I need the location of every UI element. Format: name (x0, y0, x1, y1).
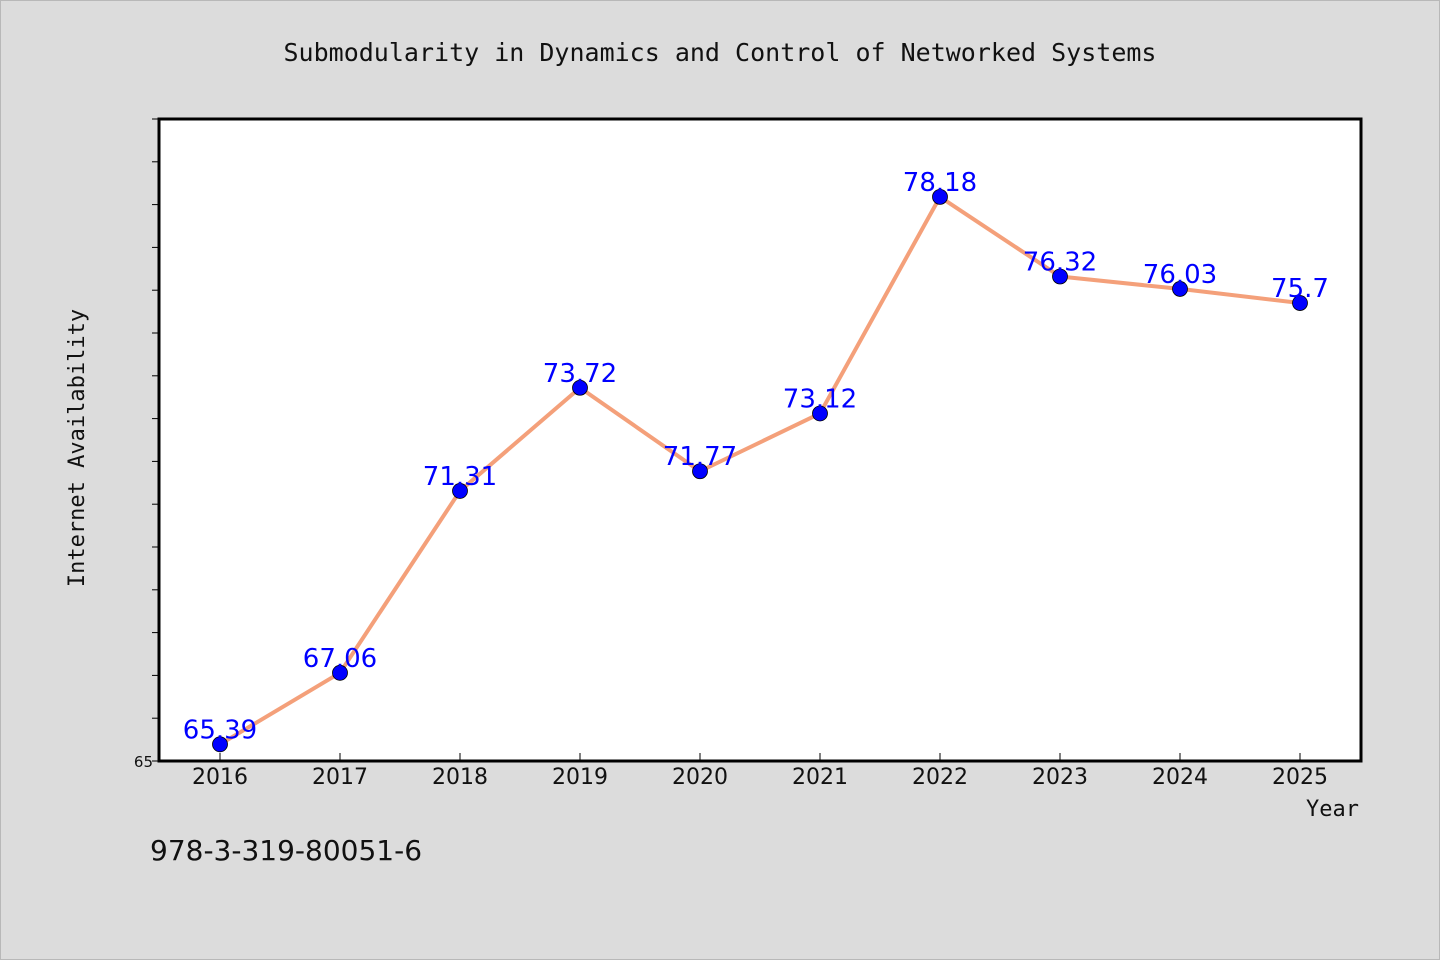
data-point (932, 188, 948, 205)
data-point (332, 664, 348, 681)
y-tick-label: 65 (134, 753, 153, 771)
x-tick-label: 2020 (672, 765, 728, 790)
data-label: 65.39 (183, 715, 257, 745)
data-label: 71.77 (663, 442, 737, 472)
x-tick-label: 2018 (432, 765, 488, 790)
chart-title: Submodularity in Dynamics and Control of… (284, 38, 1157, 67)
data-label: 75.7 (1271, 274, 1329, 304)
x-tick-label: 2021 (792, 765, 848, 790)
data-point (1172, 281, 1188, 297)
data-point (692, 463, 708, 480)
x-axis-label: Year (1306, 797, 1359, 822)
x-axis-ticks: 2016 2017 2018 2019 2020 2021 2022 2023 2024 2025 (192, 753, 1328, 790)
y-axis-label: Internet Availability (65, 309, 90, 587)
data-label: 76.32 (1023, 248, 1097, 278)
series-layer: 65.39 67.06 71.31 73.72 71.77 73.12 78.18 76.32… (183, 168, 1329, 753)
x-tick-label: 2024 (1152, 765, 1208, 790)
data-point (452, 483, 468, 499)
y-axis-ticks: 65 (134, 118, 159, 771)
data-label: 76.03 (1143, 260, 1217, 290)
data-label: 73.12 (783, 384, 857, 414)
x-tick-label: 2025 (1272, 765, 1328, 790)
data-label: 67.06 (303, 644, 377, 674)
data-point (212, 736, 228, 753)
x-tick-label: 2017 (312, 765, 368, 790)
data-point (572, 379, 588, 396)
x-tick-label: 2019 (552, 765, 608, 790)
data-label: 78.18 (903, 168, 977, 198)
x-tick-label: 2016 (192, 765, 248, 790)
data-point (812, 405, 828, 422)
data-point (1052, 268, 1068, 285)
series-line (218, 194, 1301, 747)
plot-area (157, 117, 1363, 763)
isbn-footer: 978-3-319-80051-6 (150, 834, 423, 867)
data-label: 71.31 (423, 462, 497, 492)
data-point (1292, 295, 1308, 311)
x-tick-label: 2022 (912, 765, 968, 790)
data-label: 73.72 (543, 359, 617, 389)
x-tick-label: 2023 (1032, 765, 1088, 790)
